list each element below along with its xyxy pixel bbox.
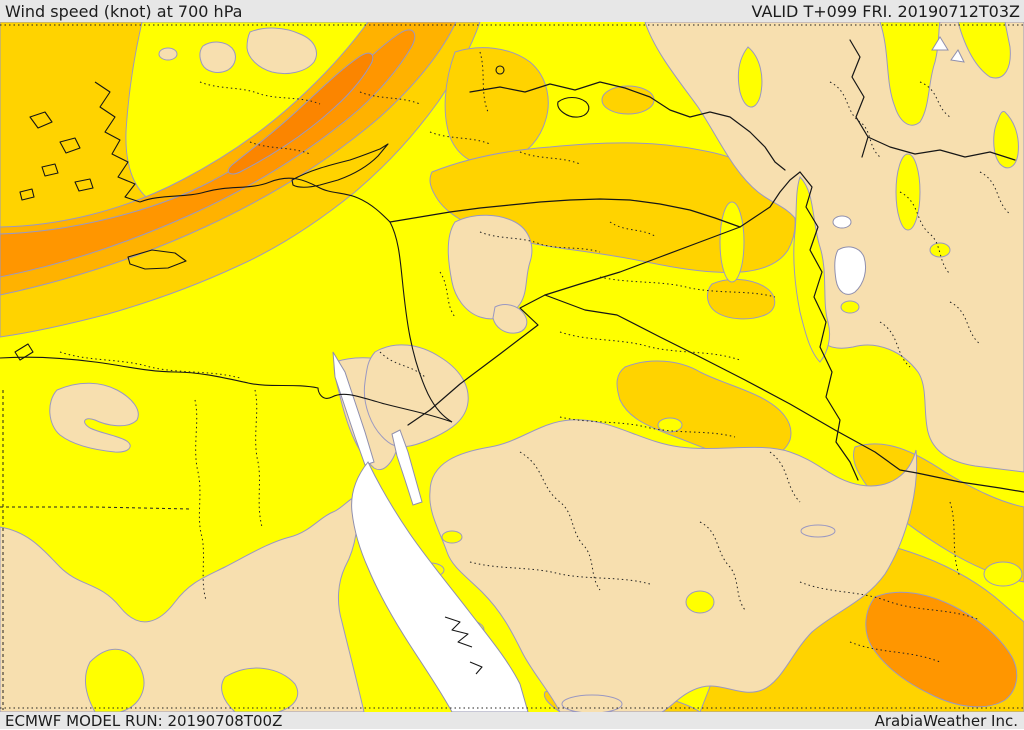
yellow-speck-saudi-a bbox=[441, 530, 463, 544]
tan-region-negev bbox=[363, 344, 469, 448]
tan-speck-bottom bbox=[561, 694, 623, 712]
yellow-right-edge bbox=[993, 111, 1019, 169]
lake-urmia-north-shape bbox=[832, 215, 852, 229]
admin-southeast bbox=[799, 501, 981, 663]
admin-syria bbox=[479, 221, 656, 253]
footer-bar: ECMWF MODEL RUN: 20190708T00Z ArabiaWeat… bbox=[0, 711, 1024, 730]
red-sea-island-squiggles bbox=[444, 616, 483, 675]
yellow-caucasus-b bbox=[957, 22, 1011, 79]
red-sea-shape bbox=[351, 461, 529, 712]
aegean-coastline bbox=[94, 81, 141, 203]
yellow-speck-saudi-d bbox=[685, 590, 715, 614]
gulf-of-aqaba-shape bbox=[391, 429, 423, 506]
white-sea-areas bbox=[332, 36, 965, 712]
yellow-speck-iran bbox=[929, 242, 951, 258]
admin-egypt-h1 bbox=[59, 351, 241, 379]
egypt-sudan-border-dashed bbox=[0, 506, 191, 510]
turkey-south-coast-levant-coast bbox=[139, 177, 453, 423]
header-bar: Wind speed (knot) at 700 hPa VALID T+099… bbox=[0, 0, 1024, 22]
iraq-iran-border bbox=[799, 171, 859, 481]
yellow-tongue-egypt-a bbox=[84, 648, 145, 712]
tan-patch-turkey-a bbox=[199, 41, 236, 73]
map-title: Wind speed (knot) at 700 hPa bbox=[5, 1, 243, 21]
lake-tuz-outline bbox=[495, 65, 505, 75]
admin-egypt-v2 bbox=[254, 389, 263, 528]
cyprus-outline bbox=[291, 143, 389, 188]
yellow-hole-gold-blob bbox=[657, 417, 683, 433]
yellow-speck-urmia-south bbox=[840, 300, 860, 314]
model-run-label: ECMWF MODEL RUN: 20190708T00Z bbox=[5, 711, 283, 730]
tan-region-jordan bbox=[447, 214, 533, 320]
yellow-hole-southeast bbox=[983, 561, 1023, 587]
turkey-caucasus-borders bbox=[469, 81, 786, 171]
jet-streak-core bbox=[227, 52, 374, 175]
admin-iraq bbox=[559, 276, 776, 361]
yellow-tongue-egypt-b bbox=[221, 667, 299, 712]
jet-band-dark-orange bbox=[0, 29, 416, 278]
gulf-of-suez-shape bbox=[332, 351, 375, 466]
tan-region-egypt-sudan bbox=[0, 495, 365, 712]
admin-boundaries-dotted bbox=[0, 24, 1024, 710]
yellow-armenia-strip bbox=[737, 46, 763, 108]
admin-iran-provinces bbox=[829, 81, 1011, 368]
tan-patch-turkey-b bbox=[246, 27, 317, 75]
weather-map bbox=[0, 22, 1024, 712]
company-credit: ArabiaWeather Inc. bbox=[874, 711, 1018, 730]
admin-saudi-interior bbox=[469, 451, 801, 611]
egypt-north-coast bbox=[0, 356, 453, 423]
country-borders bbox=[0, 39, 1024, 675]
tan-blob-jordan-tail bbox=[492, 304, 528, 334]
turkey-iraq-border bbox=[739, 171, 801, 228]
tan-speck-anatolia bbox=[158, 47, 178, 61]
iraq-saudi-border bbox=[544, 294, 1024, 493]
tan-region-saudi bbox=[429, 419, 918, 712]
white-speck-caucasus-a bbox=[931, 36, 949, 51]
jordan-saudi-border bbox=[407, 294, 546, 426]
white-speck-caucasus-b bbox=[950, 49, 965, 63]
tan-speck-gulf bbox=[800, 524, 836, 538]
syria-iraq-border bbox=[544, 226, 741, 296]
yellow-strip-nw-iran bbox=[895, 153, 921, 231]
gold-blob-east-turkey bbox=[601, 85, 655, 115]
tan-claw-nile bbox=[49, 382, 139, 453]
lake-urmia-shape bbox=[834, 246, 867, 295]
wind-speed-contour-map bbox=[0, 22, 1024, 712]
turkey-syria-border bbox=[389, 198, 741, 228]
gold-blob-west-iraq bbox=[707, 279, 776, 320]
armenia-azerbaijan-borders bbox=[849, 39, 1016, 161]
wind-band-tan-regions bbox=[0, 22, 1024, 712]
valid-time-label: VALID T+099 FRI. 20190712T03Z bbox=[751, 1, 1020, 21]
yellow-strip-kurdistan bbox=[719, 201, 745, 283]
dark-orange-core-southeast bbox=[865, 591, 1018, 708]
yellow-zagros-strip bbox=[793, 176, 831, 363]
admin-north-saudi bbox=[559, 416, 736, 438]
lake-van-outline bbox=[557, 96, 590, 118]
aegean-islands bbox=[19, 111, 94, 201]
jet-streak-orange-bands bbox=[0, 22, 1023, 708]
admin-jordan bbox=[379, 271, 456, 378]
